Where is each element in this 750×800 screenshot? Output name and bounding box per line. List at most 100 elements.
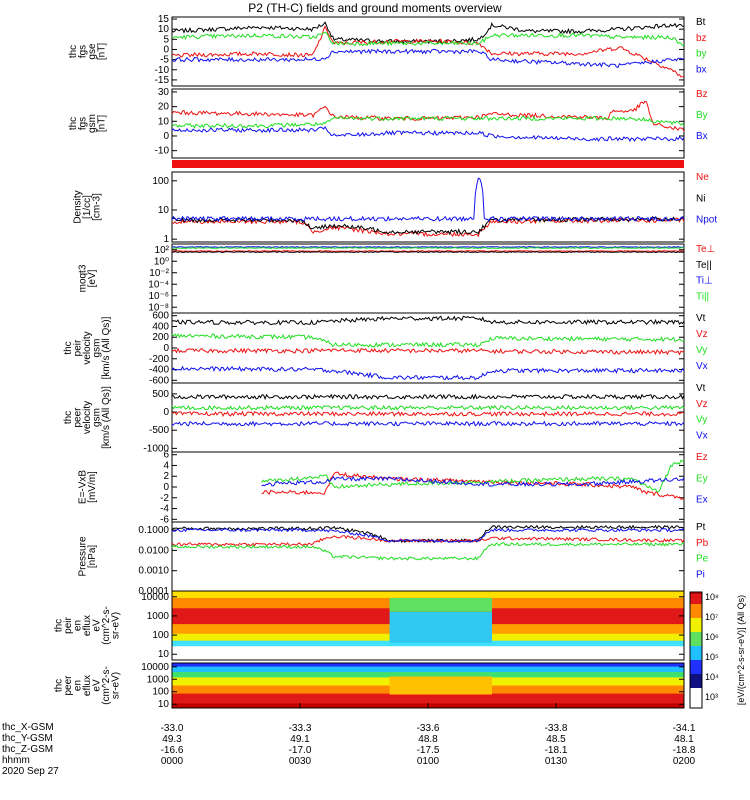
panel-frame (171, 171, 685, 243)
y-tick-label: 10 (158, 116, 170, 127)
panel-peer_eflux (171, 662, 685, 709)
colorbar-segment (690, 604, 702, 619)
series-line-Pb (171, 534, 685, 547)
y-tick-label: 0.1000 (138, 525, 169, 536)
legend-Vx: Vx (696, 361, 708, 372)
y-tick-label: -200 (149, 354, 169, 365)
y-axis-label: eV (92, 679, 103, 692)
series-line-Vz (171, 410, 685, 418)
x-tick-label: -18.8 (673, 745, 696, 756)
legend-Vz: Vz (696, 399, 708, 410)
heatmap-band (172, 646, 684, 661)
legend-Vx: Vx (696, 430, 708, 441)
series-line-Vx (171, 420, 685, 427)
legend-Vt: Vt (696, 313, 706, 324)
y-axis-label: en (73, 620, 84, 631)
y-tick-label: 10⁻⁴ (148, 279, 169, 290)
y-axis-label: peir (63, 616, 74, 633)
colorbar-tick-label: 10⁵ (705, 652, 719, 662)
series-line-Te|| (171, 251, 685, 254)
x-tick-label: -17.5 (417, 745, 440, 756)
y-tick-label: -10 (155, 65, 170, 76)
colorbar-frame (689, 591, 703, 709)
series-line-Ne (171, 217, 685, 238)
x-tick-label: 0200 (673, 756, 696, 767)
y-axis-label: fgs (77, 117, 88, 130)
y-tick-label: 1000 (147, 674, 170, 685)
legend-Bx: Bx (696, 131, 708, 142)
y-axis-label: gse (87, 43, 98, 60)
y-tick-label: 200 (152, 332, 169, 343)
series-line-Ez (261, 471, 685, 500)
colorbar-segment (690, 688, 702, 701)
x-tick-label: -33.0 (161, 723, 184, 734)
x-tick-label: 48.8 (418, 734, 438, 745)
series-line-Vy (171, 404, 685, 411)
heatmap-band (389, 676, 492, 695)
y-tick-label: 10² (155, 245, 170, 256)
y-tick-label: 10⁻² (149, 268, 169, 279)
series-line-Vt (171, 393, 685, 401)
y-tick-label: 1000 (147, 611, 170, 622)
x-tick-label: 0030 (289, 756, 312, 767)
panel-frame (171, 16, 685, 87)
series-line-Ni (171, 216, 685, 236)
panel-e_field (171, 451, 685, 523)
colorbar-segment (690, 594, 702, 605)
y-tick-label: 6 (163, 450, 169, 461)
panel-frame (171, 382, 685, 453)
legend-Ti||: Ti|| (696, 291, 709, 302)
legend-Vt: Vt (696, 383, 706, 394)
colorbar-tick-label: 10⁸ (705, 592, 719, 602)
panel-pressure (171, 521, 685, 592)
legend-Pe: Pe (696, 554, 709, 565)
x-tick-label: -33.3 (289, 723, 312, 734)
colorbar-segment (690, 674, 702, 689)
y-tick-label: 10 (158, 24, 170, 35)
y-tick-label: 2 (163, 471, 169, 482)
y-tick-label: -10 (155, 146, 170, 157)
y-tick-label: -400 (149, 365, 169, 376)
y-axis-label: (cm^2-s- (101, 606, 112, 645)
y-axis-label: gsm (87, 114, 98, 133)
x-row-label-1: thc_Y-GSM (2, 733, 53, 744)
legend-Bt: Bt (696, 17, 706, 28)
series-line-Pt (171, 524, 685, 544)
series-line-by (171, 31, 685, 47)
colorbar-segment (690, 660, 702, 675)
heatmap-band (172, 591, 684, 599)
heatmap-band (172, 693, 684, 704)
y-tick-label: 4 (163, 460, 169, 471)
panel-peer_velocity (171, 382, 685, 453)
legend-Ne: Ne (696, 172, 709, 183)
y-axis-label: [km/s (All Qs)] (101, 316, 112, 379)
y-tick-label: 0.0001 (138, 586, 169, 597)
heatmap-band (389, 597, 492, 612)
y-axis-label: eflux (82, 615, 93, 636)
series-line-Ti|| (171, 247, 685, 249)
series-line-Vy (171, 333, 685, 348)
x-tick-label: 48.1 (674, 734, 694, 745)
series-line-Ex (261, 475, 685, 487)
panel-frame (171, 590, 685, 661)
legend-By: By (696, 110, 708, 121)
series-line-Vz (171, 347, 685, 356)
y-tick-label: -5 (160, 55, 169, 66)
colorbar-label: [eV/(cm^2-s-sr-eV)] (All Qs) (736, 595, 746, 705)
y-tick-label: 1 (163, 234, 169, 245)
y-tick-label: 5 (163, 34, 169, 45)
series-line-Ey (261, 459, 685, 493)
legend-Pi: Pi (696, 569, 705, 580)
y-tick-label: 0 (163, 407, 169, 418)
colorbar-tick-label: 10⁷ (705, 612, 718, 622)
page-title: P2 (TH-C) fields and ground moments over… (248, 1, 502, 15)
y-axis-label: Pressure (77, 536, 88, 576)
y-tick-label: -600 (149, 375, 169, 386)
y-axis-label: gsm (92, 339, 103, 358)
y-tick-label: 10⁰ (154, 256, 169, 267)
y-axis-label: [cm-3] (92, 193, 103, 221)
y-tick-label: -2 (160, 493, 169, 504)
y-axis-label: velocity (82, 331, 93, 364)
y-axis-label: peir (73, 339, 84, 356)
